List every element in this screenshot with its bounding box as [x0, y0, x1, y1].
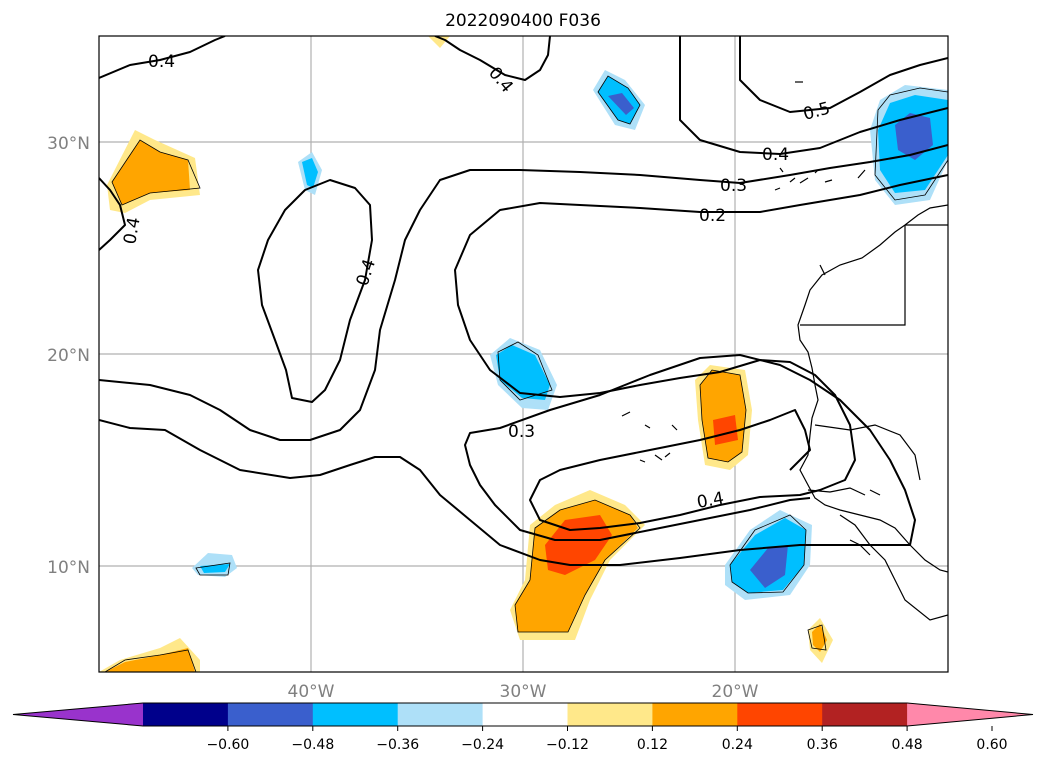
colorbar-tick-label: −0.48 — [291, 737, 334, 753]
colorbar-extend-min — [13, 703, 143, 726]
colorbar-tick-label: −0.12 — [546, 737, 589, 753]
colorbar-tick-label: −0.24 — [461, 737, 504, 753]
colorbar-tick-label: 0.24 — [722, 737, 753, 753]
contour-label: 0.4 — [148, 52, 175, 72]
colorbar: −0.60 −0.48 −0.36 −0.24 −0.12 0.12 0.24 0.36 0.4… — [12, 702, 1034, 753]
colorbar-segment — [397, 703, 484, 726]
colorbar-segment — [567, 703, 653, 726]
longitude-labels: 40°W 30°W 20°W — [288, 682, 759, 702]
contour-label: 0.4 — [484, 63, 517, 97]
colorbar-tick-label: 0.60 — [976, 737, 1007, 753]
contour-label: 0.4 — [762, 145, 789, 165]
colorbar-segment — [822, 703, 908, 726]
lat-label-10n: 10°N — [47, 558, 90, 578]
colorbar-segment — [312, 703, 399, 726]
colorbar-segment — [737, 703, 823, 726]
lat-label-30n: 30°N — [47, 134, 90, 154]
colorbar-segment — [482, 703, 568, 726]
colorbar-segment — [143, 703, 229, 726]
colorbar-extend-max — [907, 703, 1033, 726]
colorbar-tick-label: −0.36 — [376, 737, 419, 753]
lon-label-40w: 40°W — [288, 682, 335, 702]
contour-label: 0.4 — [120, 216, 144, 246]
figure-title: 2022090400 F036 — [445, 11, 601, 31]
contour-label: 0.3 — [720, 176, 747, 196]
colorbar-segment — [652, 703, 738, 726]
negative-fill-regions — [192, 70, 948, 600]
contour-lines — [99, 36, 948, 566]
colorbar-tick-label: 0.12 — [637, 737, 668, 753]
contour-label: 0.4 — [353, 257, 380, 289]
contour-label: 0.3 — [508, 422, 535, 442]
map-panel: 0.4 0.4 0.4 0.4 0.5 0.4 0.3 0.2 0.3 0.4 — [99, 36, 948, 672]
lon-label-30w: 30°W — [500, 682, 547, 702]
lat-label-20n: 20°N — [47, 346, 90, 366]
colorbar-tick-label: 0.36 — [807, 737, 838, 753]
latitude-labels: 30°N 20°N 10°N — [47, 134, 90, 578]
colorbar-outline — [12, 702, 1034, 727]
contour-label: 0.2 — [699, 206, 726, 226]
contour-label: 0.5 — [801, 99, 832, 125]
colorbar-tick-label: −0.60 — [206, 737, 249, 753]
colorbar-tick-label: 0.48 — [892, 737, 923, 753]
lon-label-20w: 20°W — [712, 682, 759, 702]
colorbar-segment — [227, 703, 314, 726]
map-frame — [98, 35, 949, 673]
contour-label: 0.4 — [695, 489, 725, 513]
